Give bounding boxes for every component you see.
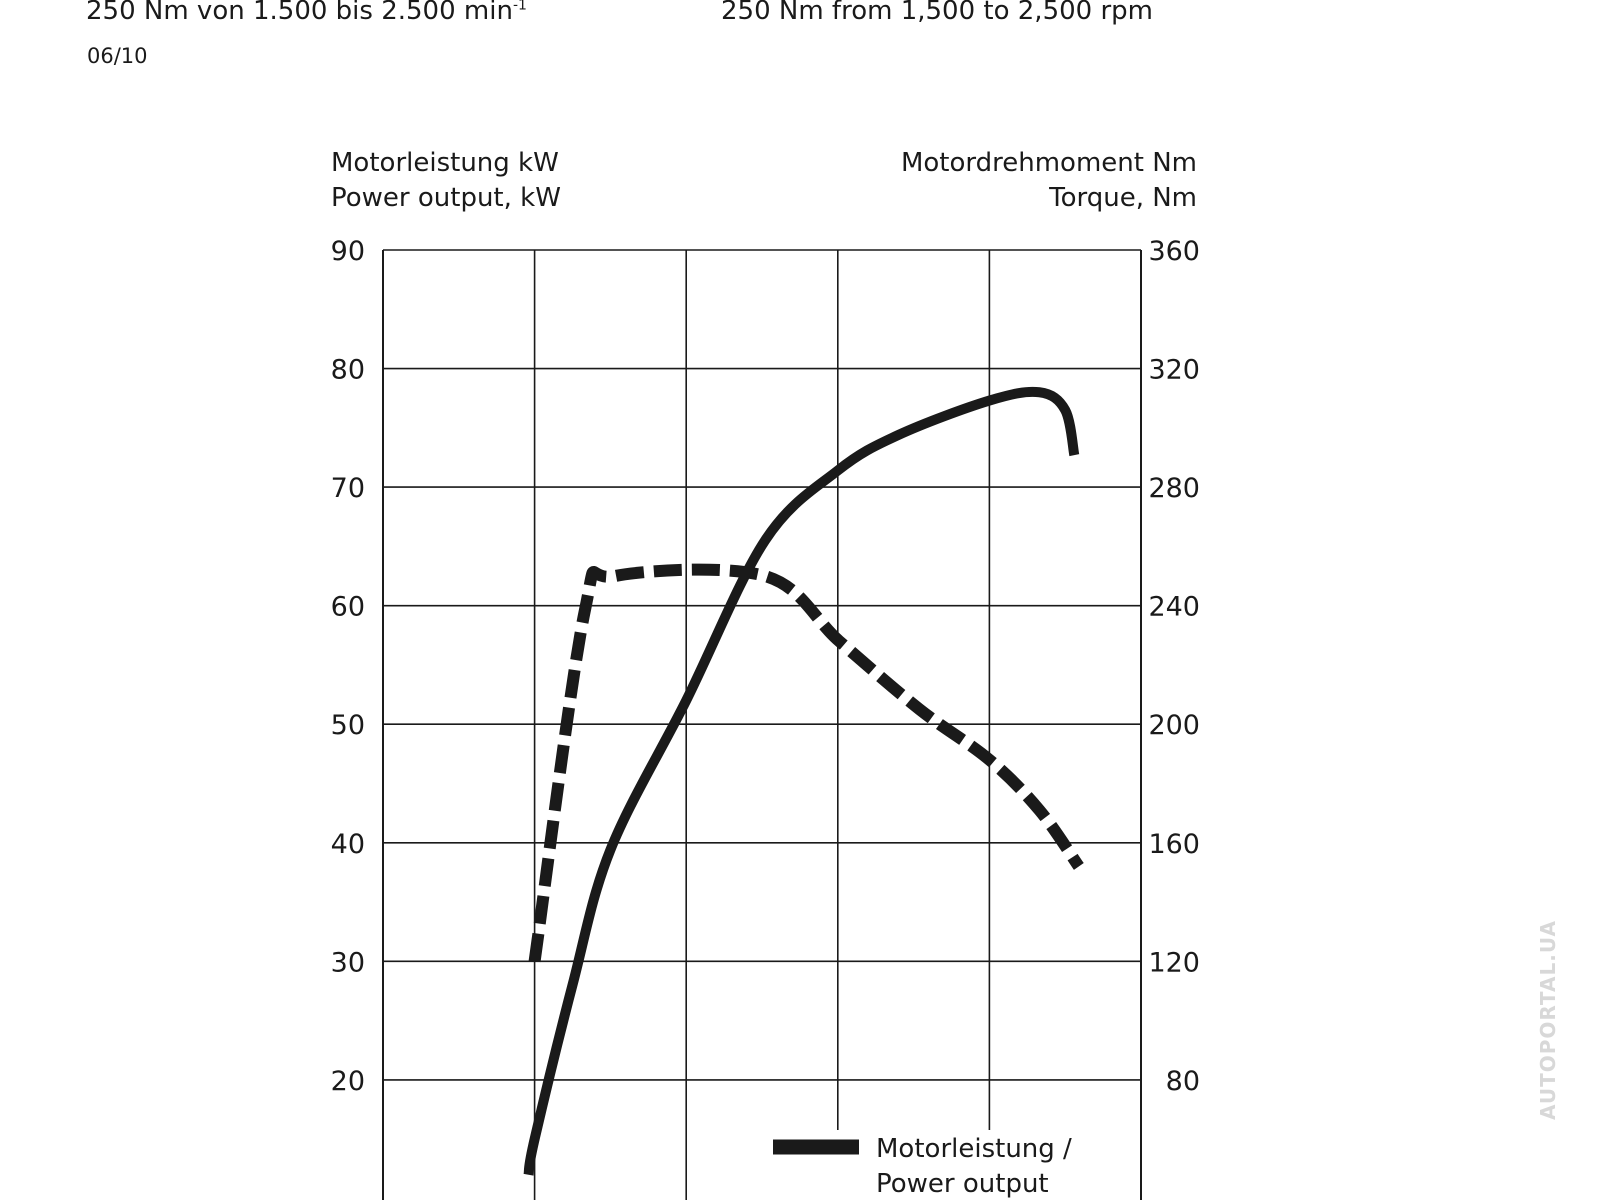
right-tick-label: 80	[1166, 1066, 1200, 1097]
legend-power-label-en: Power output	[876, 1169, 1049, 1199]
header-german-sup: -1	[512, 0, 527, 14]
header-english: 250 Nm from 1,500 to 2,500 rpm	[721, 0, 1153, 26]
left-axis-label-en: Power output, kW	[331, 183, 561, 213]
torque-series-line	[528, 563, 1084, 963]
header-german-text: 250 Nm von 1.500 bis 2.500 min	[86, 0, 513, 26]
right-axis-label-de: Motordrehmoment Nm	[901, 148, 1197, 178]
left-axis-label-de: Motorleistung kW	[331, 148, 559, 178]
right-axis-label-en: Torque, Nm	[1048, 183, 1197, 213]
right-tick-label: 280	[1148, 473, 1200, 504]
left-tick-label: 70	[331, 473, 365, 504]
left-tick-label: 30	[331, 947, 365, 978]
left-tick-label: 60	[331, 592, 365, 623]
left-tick-label: 90	[331, 236, 365, 267]
left-tick-label: 50	[331, 710, 365, 741]
right-tick-label: 120	[1148, 947, 1200, 978]
right-tick-label: 320	[1148, 355, 1200, 386]
right-tick-label: 360	[1148, 236, 1200, 267]
left-tick-label: 80	[331, 355, 365, 386]
power-series-line	[523, 386, 1080, 1176]
left-tick-label: 40	[331, 829, 365, 860]
left-tick-label: 20	[331, 1066, 365, 1097]
header-german: 250 Nm von 1.500 bis 2.500 min-1	[86, 0, 527, 26]
right-tick-label: 160	[1148, 829, 1200, 860]
watermark: AUTOPORTAL.UA	[1536, 920, 1560, 1120]
right-tick-label: 240	[1148, 592, 1200, 623]
legend-power-label: Motorleistung /	[876, 1134, 1072, 1164]
right-tick-label: 200	[1148, 710, 1200, 741]
date-label: 06/10	[87, 44, 148, 68]
